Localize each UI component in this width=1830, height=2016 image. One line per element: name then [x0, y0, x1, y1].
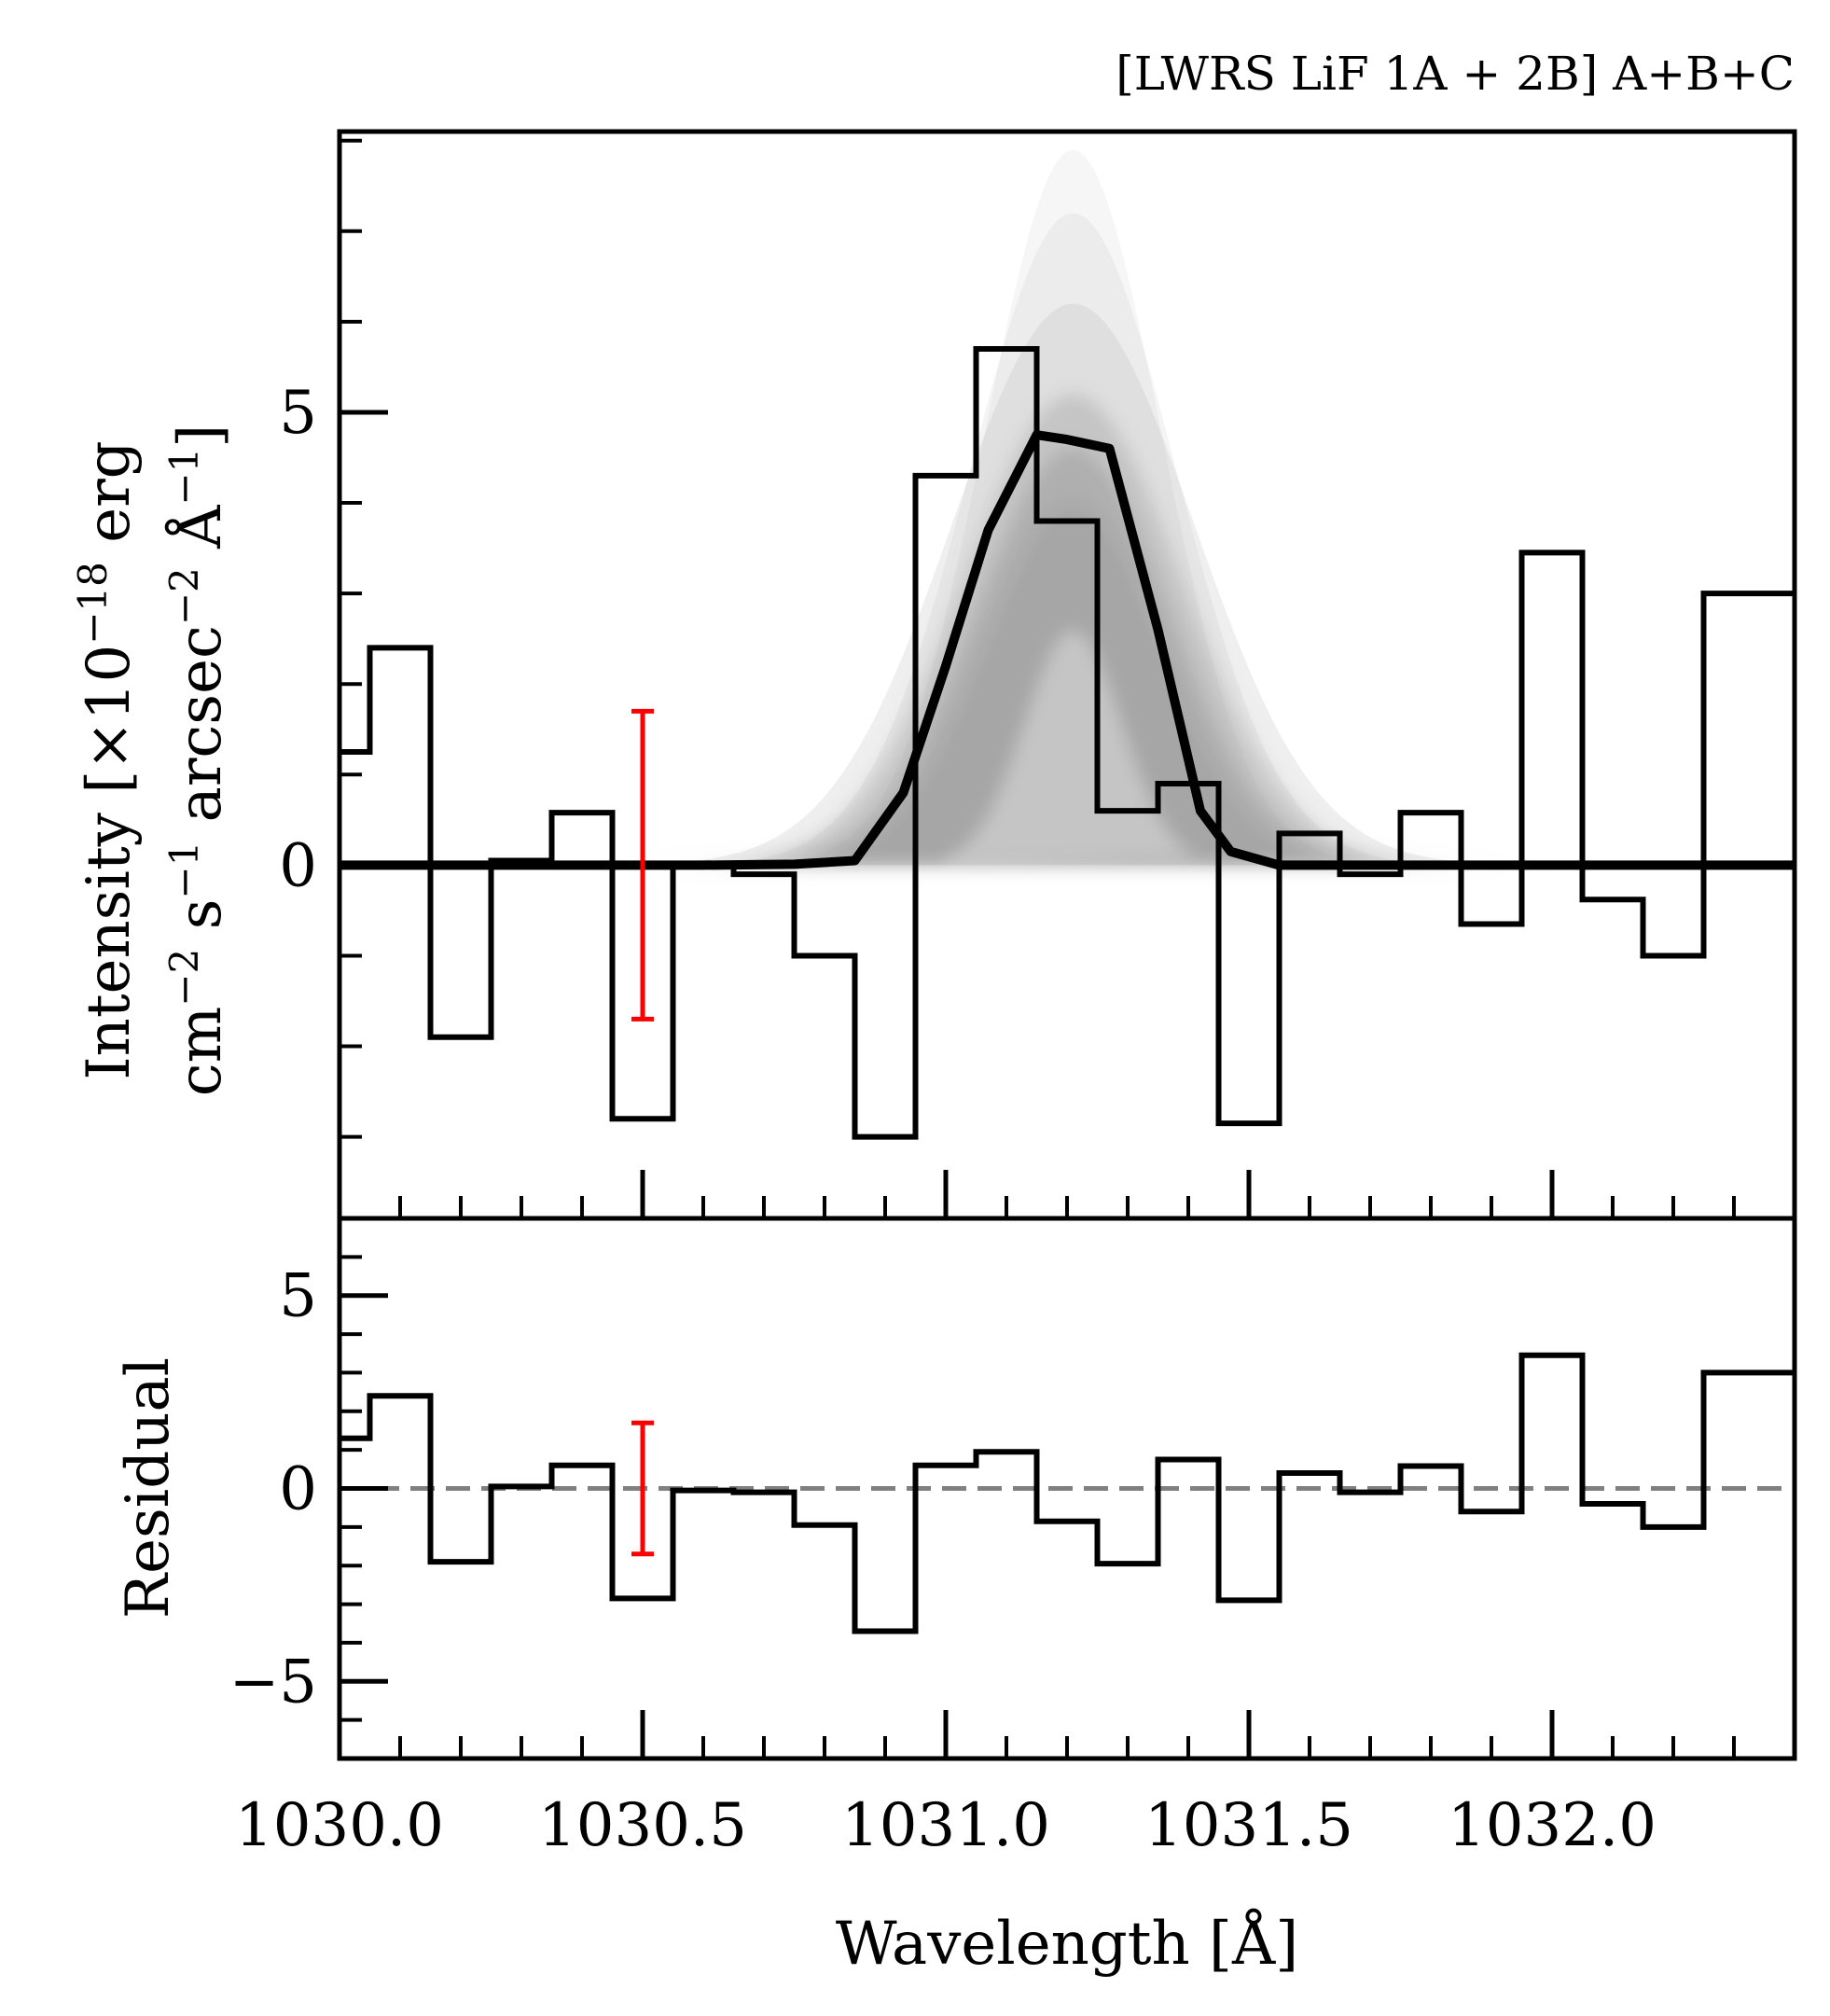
bottom-ticks	[337, 1255, 1796, 1759]
y-tick-label: 0	[279, 1455, 317, 1524]
top-y-tick-labels: 05	[279, 379, 317, 900]
bottom-y-tick-labels: −5 0 5	[229, 1262, 317, 1717]
top-error-bar	[631, 708, 654, 1022]
bottom-panel: −5 0 5 1030.0 1030.5 1031.0 1031.5 1032.0	[229, 1216, 1797, 1860]
ylabel-line-2: cm−2 s−1 arcsec−2 Å−1]	[161, 424, 236, 1096]
sample-core-highlight	[946, 630, 1200, 866]
top-ticks	[337, 138, 1796, 1218]
posterior-samples-band	[582, 149, 1552, 866]
residual-ylabel: Residual	[114, 1357, 183, 1619]
x-tick-label: 1031.0	[841, 1791, 1050, 1860]
bottom-error-bar	[631, 1420, 654, 1557]
top-panel: 05	[279, 129, 1797, 1221]
y-tick-label: −5	[229, 1648, 317, 1717]
data-step-line	[340, 346, 1795, 1140]
sample-envelope-1	[582, 149, 1552, 866]
y-tick-label: 0	[279, 831, 317, 900]
sample-envelope-2	[582, 213, 1552, 866]
sample-envelope-3	[582, 303, 1552, 866]
bottom-frame	[337, 1216, 1797, 1761]
x-tick-labels: 1030.0 1030.5 1031.0 1031.5 1032.0	[235, 1791, 1657, 1860]
top-ylabel: Intensity [×10−18 erg cm−2 s−1 arcsec−2 …	[70, 424, 236, 1096]
ylabel-line-1: Intensity [×10−18 erg	[70, 440, 145, 1079]
panel-title: [LWRS LiF 1A + 2B] A+B+C	[1116, 47, 1795, 101]
x-axis-title: Wavelength [Å]	[836, 1909, 1298, 1979]
residual-step-line	[340, 1352, 1795, 1634]
y-tick-label: 5	[279, 1262, 317, 1331]
x-tick-label: 1031.5	[1144, 1791, 1353, 1860]
y-tick-label: 5	[279, 379, 317, 448]
x-tick-label: 1030.0	[235, 1791, 444, 1860]
x-tick-label: 1032.0	[1448, 1791, 1657, 1860]
x-tick-label: 1030.5	[538, 1791, 747, 1860]
